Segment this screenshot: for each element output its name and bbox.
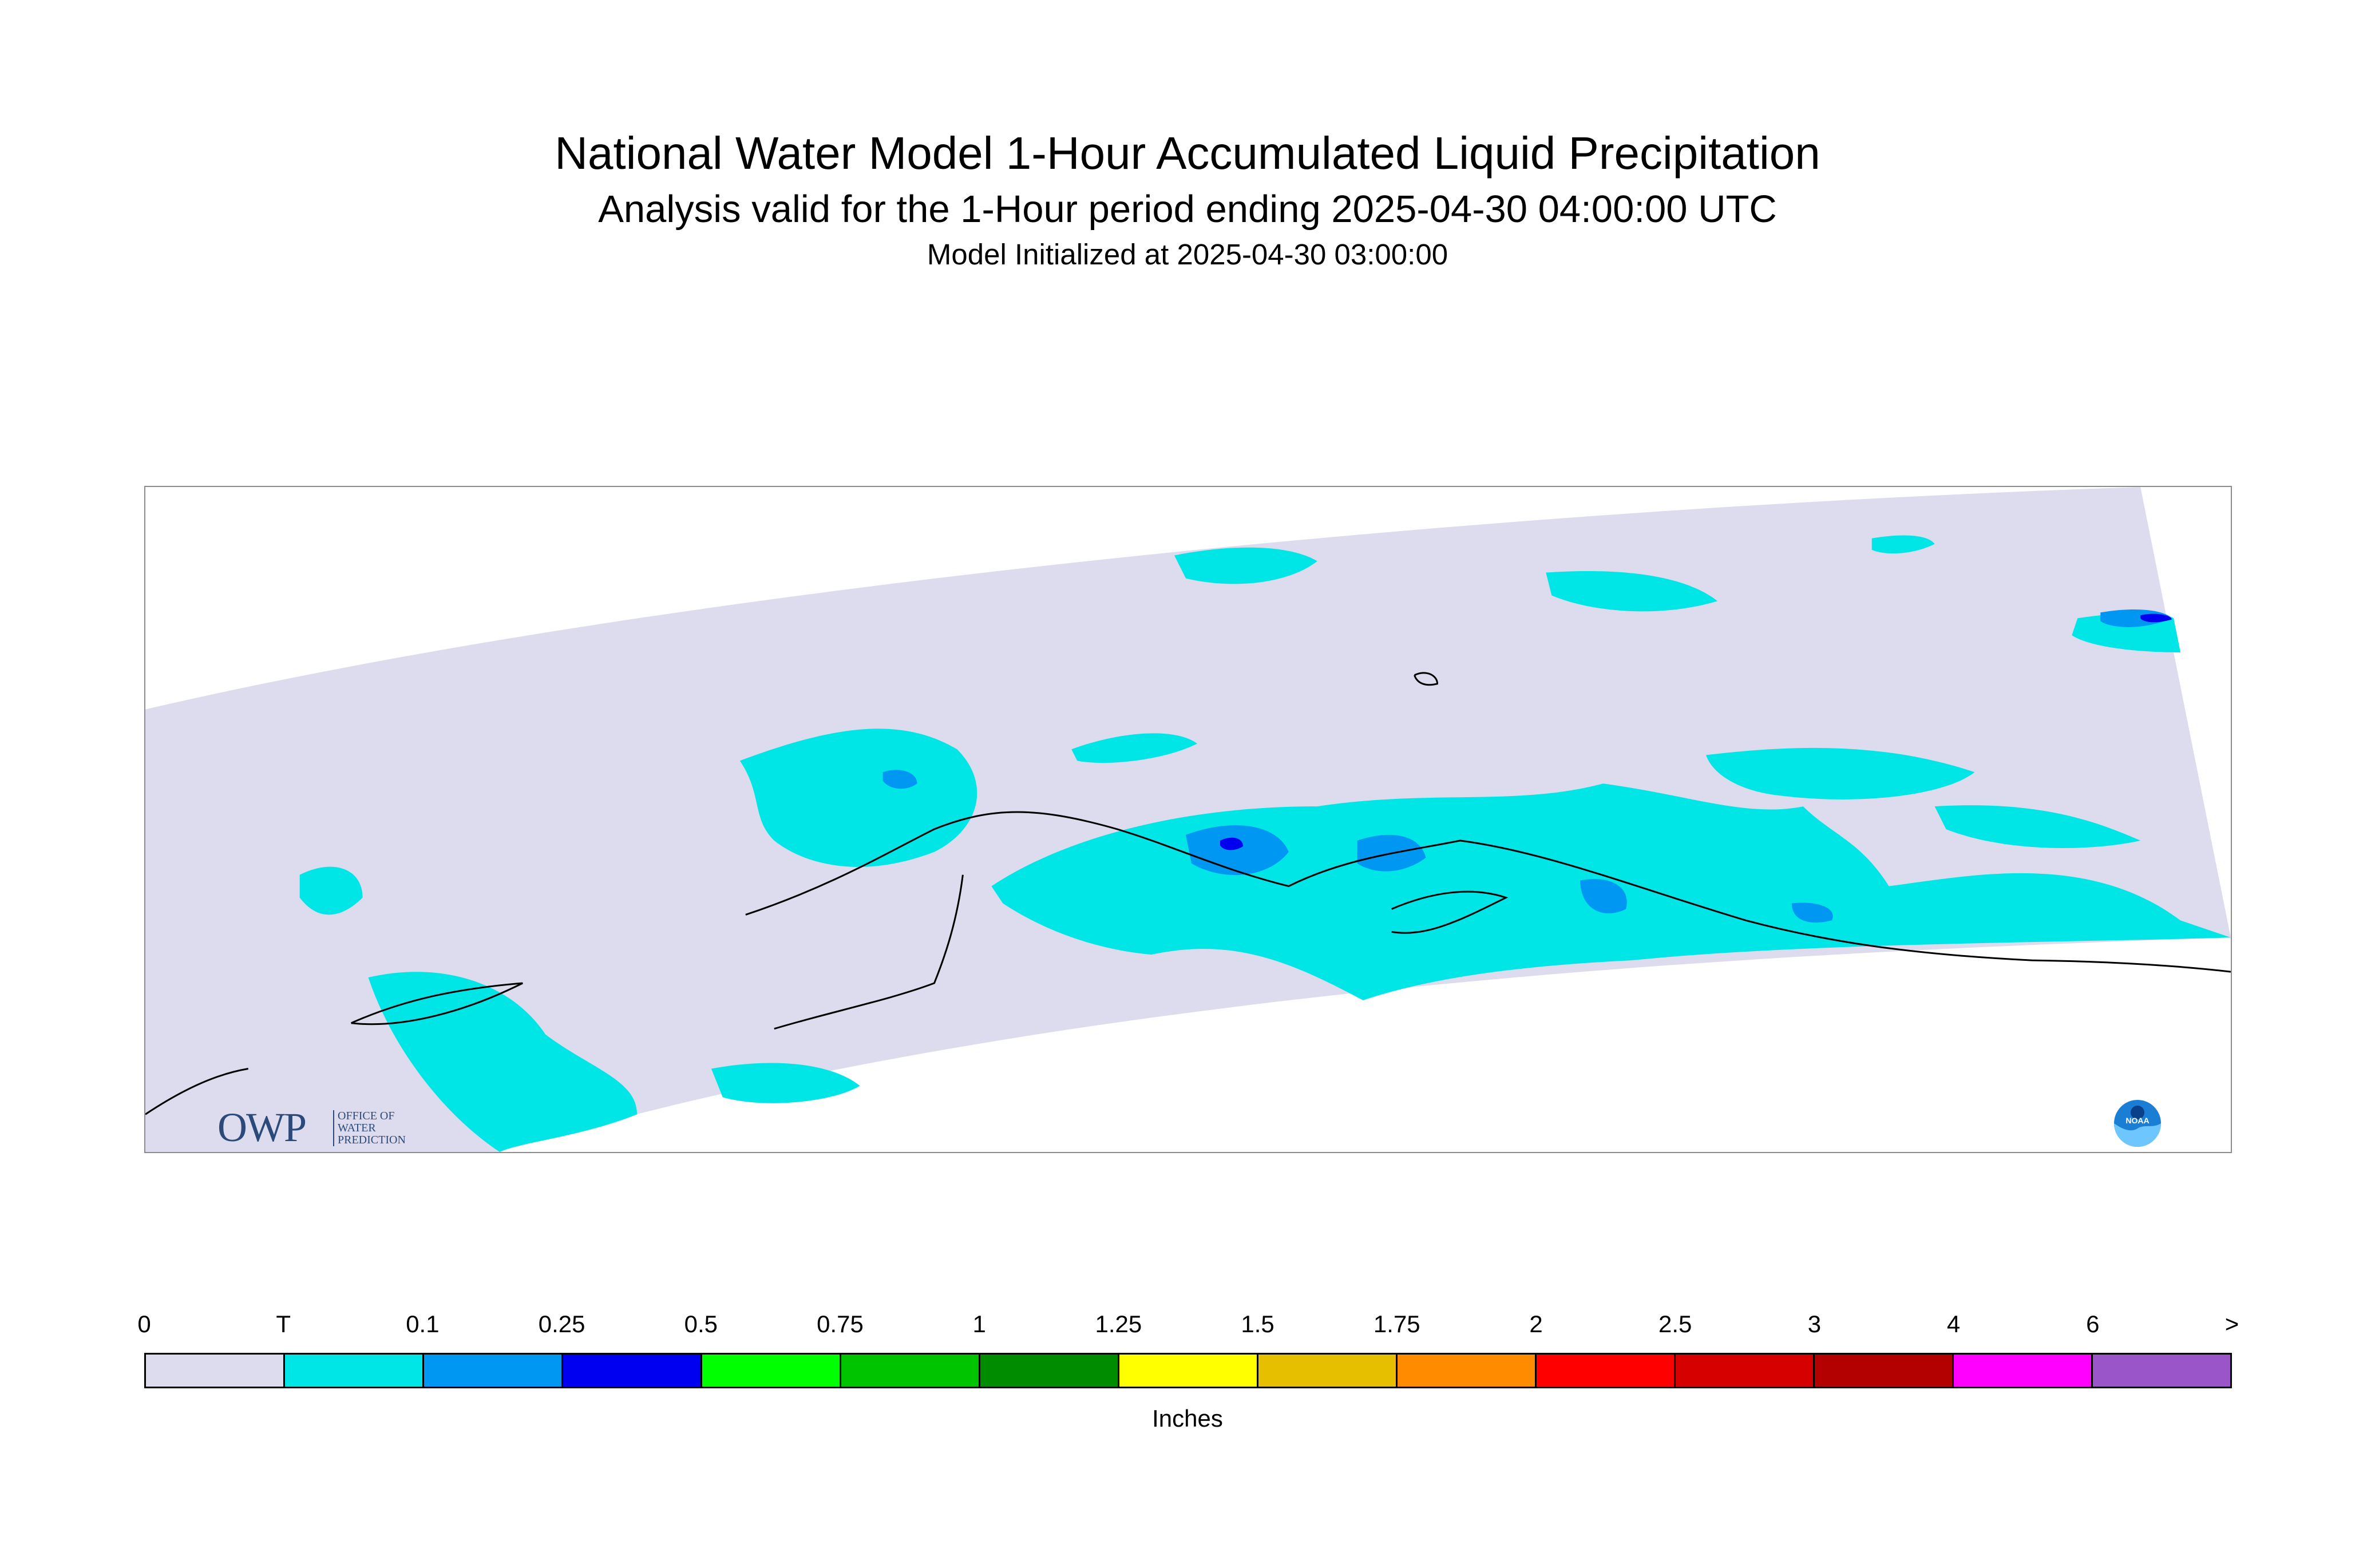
precip-area-far-east <box>1934 805 2141 848</box>
precip-core-5 <box>882 770 917 789</box>
noaa-emblem-icon <box>2114 1100 2161 1147</box>
precip-area-east <box>1706 747 1975 799</box>
colorbar-swatch <box>2093 1355 2230 1387</box>
colorbar-swatch <box>285 1355 424 1387</box>
colorbar-swatch <box>424 1355 563 1387</box>
precip-area-north <box>1174 547 1317 584</box>
colorbar-tick-label: 0.1 <box>406 1310 440 1337</box>
owp-logo-mark: OWP <box>217 1104 307 1150</box>
legend-unit-label: Inches <box>1152 1405 1223 1432</box>
precip-core-8 <box>2140 613 2172 623</box>
colorbar-swatch <box>841 1355 980 1387</box>
colorbar-tick-label: 0.75 <box>817 1310 864 1337</box>
coastline-island-small <box>1414 672 1439 686</box>
coastline-inlet <box>1391 890 1509 934</box>
coastlines <box>145 672 2231 1115</box>
colorbar-tick-label: 0.25 <box>538 1310 585 1337</box>
coastline-main <box>745 811 2231 973</box>
colorbar-tick-label: 0 <box>137 1310 151 1337</box>
noaa-logo-text: NOAA <box>2125 1116 2150 1125</box>
precip-area-far-west <box>299 866 363 915</box>
colorbar-tick-label: 3 <box>1807 1310 1822 1337</box>
precip-colorbar <box>144 1353 2232 1388</box>
precip-area-bay <box>711 1063 860 1103</box>
colorbar-swatch <box>1119 1355 1258 1387</box>
colorbar-swatch <box>1954 1355 2093 1387</box>
colorbar-swatch <box>1537 1355 1676 1387</box>
model-init-line: Model Initialized at 2025-04-30 03:00:00 <box>927 238 1448 271</box>
owp-logo-line: PREDICTION <box>338 1134 406 1146</box>
coastline-west-island <box>350 982 523 1025</box>
precip-area-north-east <box>1546 571 1717 612</box>
trace-precip-areas <box>299 535 2231 1152</box>
colorbar-swatch <box>980 1355 1119 1387</box>
colorbar-tick-label: 2 <box>1529 1310 1543 1337</box>
colorbar-swatch <box>1258 1355 1398 1387</box>
colorbar-swatch <box>146 1355 285 1387</box>
colorbar-swatch <box>1398 1355 1537 1387</box>
colorbar-tick-label: 2.5 <box>1658 1310 1692 1337</box>
precip-core-3 <box>1580 879 1627 914</box>
coastline-peninsula <box>774 874 964 1030</box>
colorbar-tick-label: 1.75 <box>1373 1310 1420 1337</box>
colorbar-swatch <box>1815 1355 1954 1387</box>
colorbar-swatch <box>1676 1355 1815 1387</box>
colorbar-tick-label: 0.5 <box>684 1310 718 1337</box>
colorbar-tick-label: > <box>2224 1310 2239 1337</box>
colorbar-tick-label: 4 <box>1946 1310 1961 1337</box>
colorbar-swatch <box>702 1355 841 1387</box>
colorbar-tick-label: 1 <box>972 1310 986 1337</box>
owp-logo: OWP OFFICE OF WATER PREDICTION <box>217 1104 423 1150</box>
colorbar-tick-label: 1.25 <box>1095 1310 1142 1337</box>
legend-tick-labels: 0 T 0.1 0.25 0.5 0.75 1 1.25 1.5 1.75 2 2.5 3 4 6 > <box>137 1310 2239 1345</box>
map-title: National Water Model 1-Hour Accumulated … <box>555 128 1820 179</box>
coastline-southwest <box>145 1068 249 1115</box>
map-canvas <box>145 487 2231 1152</box>
precipitation-map[interactable] <box>144 486 2232 1153</box>
precip-core-6 <box>1791 902 1833 923</box>
colorbar-tick-label: 1.5 <box>1241 1310 1274 1337</box>
precip-area-southwest <box>368 972 638 1152</box>
precip-area-northwest <box>1071 733 1197 763</box>
owp-logo-line: OFFICE OF <box>338 1110 395 1122</box>
colorbar-swatch <box>563 1355 702 1387</box>
precip-area-west <box>739 728 977 867</box>
precip-core-7 <box>1220 837 1243 850</box>
owp-logo-line: WATER <box>338 1122 376 1134</box>
precip-area-small <box>1871 535 1935 554</box>
map-subtitle: Analysis valid for the 1-Hour period end… <box>598 188 1777 231</box>
moderate-precip-cores <box>1220 613 2172 850</box>
colorbar-tick-label: 6 <box>2086 1310 2100 1337</box>
owp-logo-text: OFFICE OF WATER PREDICTION <box>333 1110 423 1146</box>
noaa-logo: NOAA <box>2113 1099 2162 1148</box>
colorbar-tick-label: T <box>276 1310 291 1337</box>
